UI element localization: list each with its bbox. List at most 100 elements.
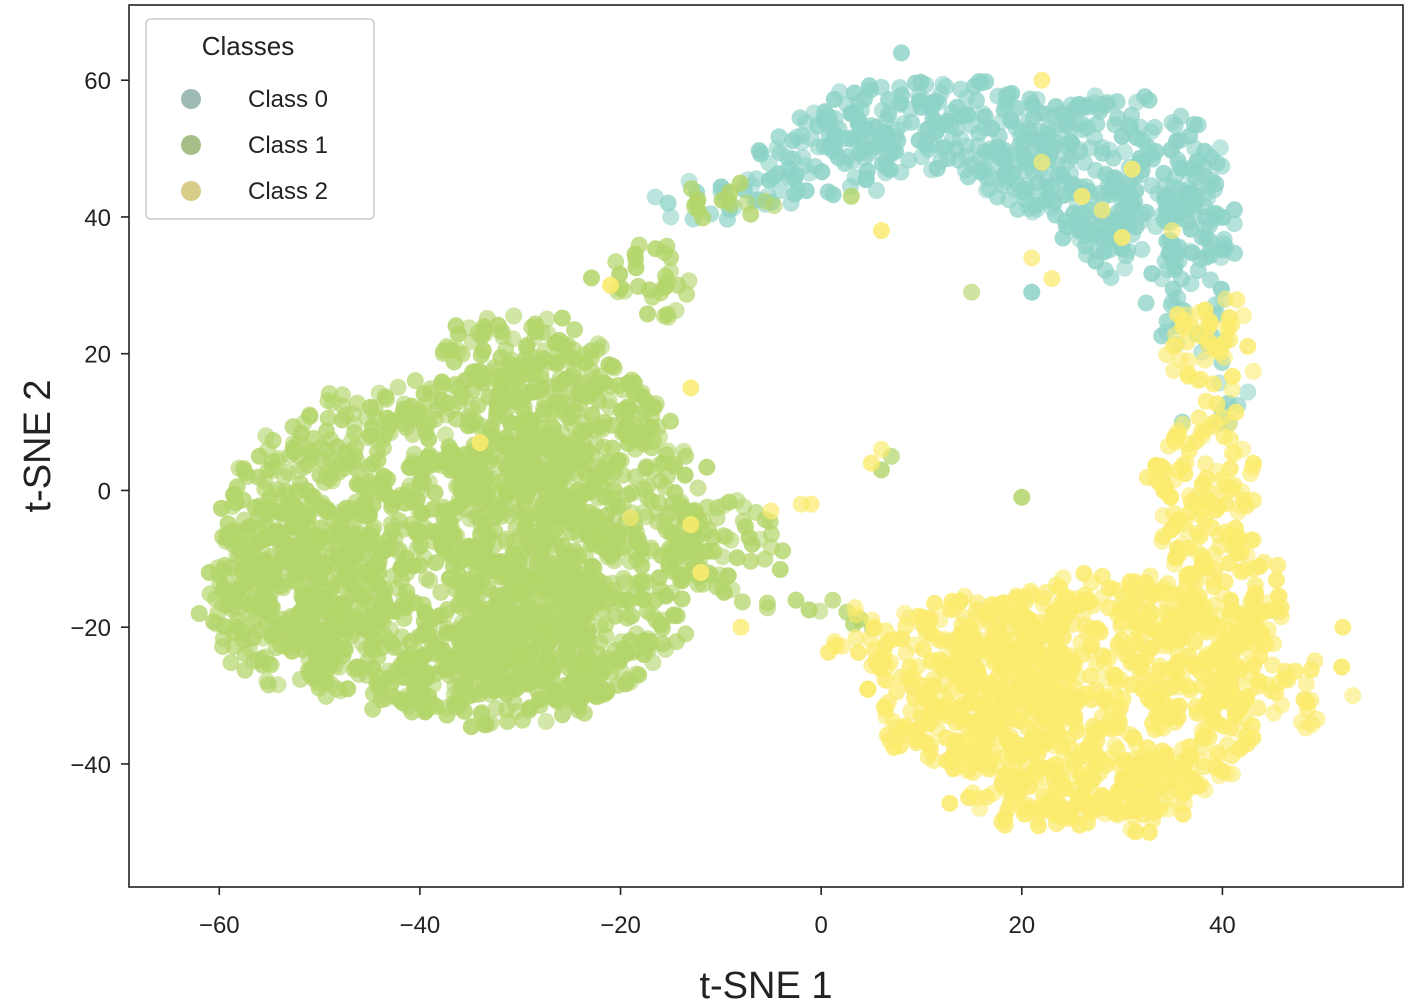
scatter-point [264, 432, 282, 449]
scatter-point [291, 550, 309, 567]
scatter-point [531, 691, 549, 708]
scatter-point [1262, 682, 1280, 700]
scatter-point [348, 394, 366, 412]
scatter-point [589, 687, 607, 705]
scatter-point [863, 611, 881, 629]
scatter-point [1201, 687, 1219, 705]
scatter-point [1156, 191, 1174, 209]
scatter-point [275, 468, 293, 486]
scatter-point [881, 161, 899, 179]
scatter-point [283, 615, 301, 633]
scatter-point [334, 397, 352, 415]
scatter-point [1157, 748, 1175, 766]
scatter-point [605, 511, 623, 529]
scatter-point [1146, 690, 1164, 708]
scatter-point [1101, 230, 1119, 248]
scatter-point [549, 693, 566, 711]
scatter-point [566, 350, 584, 368]
scatter-point [284, 434, 302, 452]
scatter-point [1185, 185, 1203, 203]
scatter-point [1113, 229, 1131, 246]
scatter-point [1109, 635, 1127, 653]
scatter-point [1267, 571, 1285, 589]
scatter-point [1173, 629, 1190, 647]
scatter-point [560, 487, 578, 505]
scatter-point [968, 91, 985, 109]
x-tick-label: 0 [814, 912, 827, 939]
scatter-point [491, 673, 509, 690]
scatter-point [602, 276, 619, 294]
scatter-point [319, 392, 337, 410]
scatter-point [425, 609, 443, 627]
scatter-point [292, 502, 310, 520]
scatter-point [1245, 657, 1263, 675]
scatter-point [689, 479, 707, 497]
scatter-point [1082, 794, 1100, 812]
scatter-point [677, 543, 694, 561]
scatter-point [374, 439, 392, 457]
scatter-point [903, 678, 921, 696]
scatter-point [972, 697, 990, 715]
scatter-point [1229, 672, 1247, 690]
scatter-point [1043, 270, 1061, 287]
scatter-point [417, 570, 435, 588]
scatter-point [497, 530, 515, 548]
scatter-point [874, 650, 892, 668]
scatter-point [542, 572, 560, 590]
scatter-point [613, 402, 630, 420]
y-axis-ticks: −40 −20 0 20 40 60 [70, 68, 129, 779]
scatter-point [1182, 275, 1200, 293]
scatter-point [335, 621, 352, 639]
scatter-point [245, 615, 263, 633]
scatter-point [1213, 157, 1231, 175]
scatter-point [508, 703, 526, 721]
scatter-point [258, 672, 276, 690]
scatter-point [1255, 553, 1273, 571]
scatter-point [411, 650, 429, 668]
scatter-point [262, 656, 280, 674]
scatter-point [1238, 735, 1256, 753]
scatter-point [1156, 464, 1174, 481]
scatter-point [406, 594, 424, 612]
scatter-point [728, 492, 746, 510]
scatter-point [660, 546, 678, 564]
scatter-point [1033, 627, 1051, 644]
scatter-point [430, 392, 448, 410]
scatter-point [640, 281, 658, 299]
scatter-point [597, 649, 615, 667]
scatter-point [415, 385, 433, 403]
scatter-point [1008, 784, 1026, 802]
scatter-point [1239, 337, 1257, 355]
scatter-point [955, 675, 973, 693]
scatter-point [993, 773, 1011, 791]
scatter-point [646, 188, 664, 206]
scatter-point [627, 250, 645, 268]
scatter-point [956, 653, 974, 670]
scatter-point [978, 161, 996, 179]
scatter-point [537, 713, 555, 730]
scatter-point [951, 593, 969, 611]
scatter-point [375, 477, 393, 495]
scatter-point [470, 371, 488, 389]
scatter-point [447, 317, 465, 335]
scatter-point [410, 479, 428, 496]
scatter-point [307, 551, 325, 569]
scatter-point [1160, 800, 1178, 818]
scatter-point [431, 646, 448, 664]
scatter-point [493, 595, 511, 613]
scatter-point [1013, 488, 1031, 506]
scatter-point [1106, 211, 1124, 229]
scatter-point [856, 120, 874, 138]
scatter-point [1168, 548, 1186, 566]
scatter-point [211, 574, 229, 592]
scatter-point [502, 351, 520, 369]
scatter-point [488, 658, 506, 676]
scatter-point [1125, 800, 1142, 818]
scatter-point [969, 137, 987, 155]
scatter-point [1101, 186, 1119, 204]
scatter-point [633, 387, 651, 405]
scatter-point [656, 517, 674, 535]
scatter-point [1087, 242, 1105, 260]
scatter-point [662, 208, 680, 226]
scatter-point [958, 147, 976, 165]
